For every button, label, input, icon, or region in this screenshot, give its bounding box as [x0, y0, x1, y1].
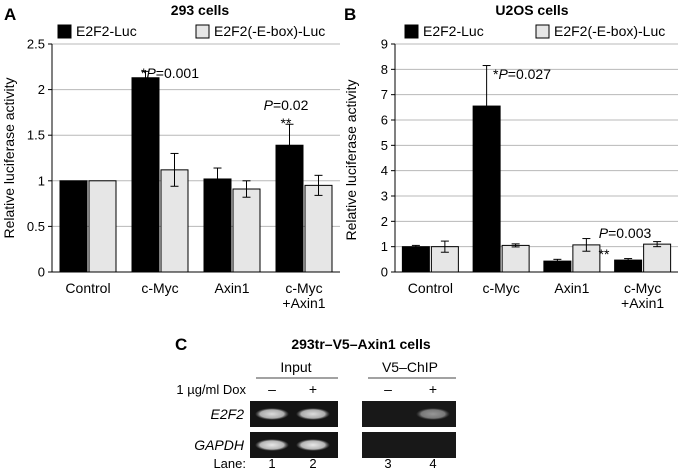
- panel-b-ytick-label: 6: [381, 113, 388, 128]
- panel-a-ytick-label: 0: [38, 265, 45, 280]
- panel-a-bar: [131, 77, 160, 273]
- panel-b-ytick-label: 8: [381, 62, 388, 77]
- panel-a-chart: 0 0.5 1 1.5 2 2.5 Control c-Myc Axin1 c-Myc +Axin1…: [27, 23, 340, 311]
- panel-a-ytick-label: 2.5: [27, 37, 45, 52]
- panel-a-bar: [59, 180, 88, 273]
- panel-b-legend-swatch: [535, 24, 550, 39]
- panel-b-ytick-label: 1: [381, 239, 388, 254]
- gel-band: [416, 408, 450, 420]
- panel-a-annotation: P=0.02: [264, 97, 309, 113]
- panel-b-annotation: *P=0.027: [493, 66, 551, 82]
- panel-a-bar: [88, 180, 117, 273]
- panel-b-ytick-label: 7: [381, 87, 388, 102]
- panel-b-legend-label: E2F2-Luc: [423, 23, 484, 39]
- lane-number: 2: [309, 456, 316, 471]
- panel-b-ytick-label: 0: [381, 265, 388, 280]
- panel-c-letter: C: [175, 335, 187, 354]
- panel-b-letter: B: [344, 5, 356, 24]
- panel-a-letter: A: [4, 5, 16, 24]
- panel-b-category-label: c-Myc: [482, 280, 519, 296]
- panel-b-category-label: Control: [408, 280, 453, 296]
- panel-b-annotation: P=0.003: [599, 225, 652, 241]
- dox-state: +: [309, 381, 317, 397]
- panel-b-legend-swatch: [404, 24, 419, 39]
- panel-b-legend-label: E2F2(-E-box)-Luc: [554, 23, 665, 39]
- panel-b-ytick-label: 5: [381, 138, 388, 153]
- panel-b-ytick-label: 9: [381, 37, 388, 52]
- panel-a-bar: [160, 169, 189, 273]
- dox-state: –: [268, 381, 276, 397]
- panel-a-bar: [203, 178, 232, 273]
- lane-label: Lane:: [213, 456, 246, 471]
- panel-b-ylabel: Relative luciferase activity: [343, 79, 359, 240]
- panel-b-ytick-label: 2: [381, 214, 388, 229]
- lane-number: 3: [384, 456, 391, 471]
- gel-row-label: E2F2: [211, 406, 245, 422]
- panel-a-ylabel: Relative luciferase activity: [1, 77, 17, 238]
- panel-b-bar: [401, 246, 430, 273]
- panel-b-category-label: Axin1: [554, 280, 589, 296]
- panel-c-title: 293tr–V5–Axin1 cells: [291, 336, 431, 352]
- gel-band: [296, 439, 330, 451]
- panel-b-bar: [501, 244, 530, 273]
- panel-a-category-label: c-Myc: [141, 280, 178, 296]
- panel-a-ytick-label: 1: [38, 173, 45, 188]
- panel-b-category-label: c-Myc +Axin1: [621, 280, 664, 311]
- gel-band: [255, 439, 289, 451]
- panel-b-chart: 0 1 2 3 4 5 6 7 8 9 Control c-Myc Axin1 c-Myc +Axin1 E2…: [381, 23, 678, 311]
- panel-a-annotation: *P=0.001: [141, 65, 199, 81]
- panel-a-bar: [304, 184, 333, 273]
- dox-state: –: [384, 381, 392, 397]
- panel-a-category-label: c-Myc +Axin1: [282, 280, 325, 311]
- panel-a-title: 293 cells: [171, 2, 230, 18]
- gel-row-label: GAPDH: [194, 437, 245, 453]
- panel-a-ytick-label: 2: [38, 82, 45, 97]
- gel-band: [296, 408, 330, 420]
- panel-b-ytick-label: 3: [381, 189, 388, 204]
- panel-b-ytick-label: 4: [381, 163, 388, 178]
- panel-a-bar: [232, 188, 261, 273]
- lane-number: 1: [268, 456, 275, 471]
- panel-b-bar: [643, 243, 672, 273]
- gel-panel: – + – + E2F2 GAPDH 1 2 3 4: [194, 381, 456, 471]
- group-label-chip: V5–ChIP: [382, 359, 438, 375]
- panel-b-annotation: **: [599, 246, 610, 262]
- gel-band: [255, 408, 289, 420]
- panel-a-legend-label: E2F2(-E-box)-Luc: [214, 23, 325, 39]
- panel-a-ytick-label: 0.5: [27, 219, 45, 234]
- gel-block-chip: [362, 432, 456, 458]
- panel-a-category-label: Control: [65, 280, 110, 296]
- panel-a-legend-swatch: [195, 24, 210, 39]
- panel-a-legend-swatch: [57, 24, 72, 39]
- panel-b-title: U2OS cells: [495, 2, 568, 18]
- panel-a-annotation: **: [281, 115, 292, 131]
- lane-number: 4: [429, 456, 436, 471]
- dox-state: +: [429, 381, 437, 397]
- panel-a-ytick-label: 1.5: [27, 128, 45, 143]
- group-label-input: Input: [280, 359, 311, 375]
- dox-label: 1 µg/ml Dox: [176, 382, 246, 397]
- panel-a-category-label: Axin1: [214, 280, 249, 296]
- panel-a-legend-label: E2F2-Luc: [76, 23, 137, 39]
